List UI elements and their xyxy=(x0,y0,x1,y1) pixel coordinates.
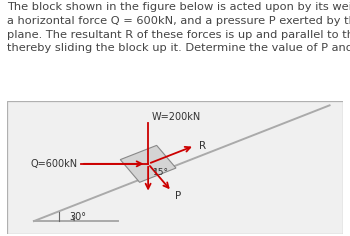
Polygon shape xyxy=(120,145,176,182)
Text: The block shown in the figure below is acted upon by its weight W=200kN,
a horiz: The block shown in the figure below is a… xyxy=(7,2,350,53)
Text: W=200kN: W=200kN xyxy=(152,112,201,122)
Text: R: R xyxy=(199,141,206,151)
Text: 30°: 30° xyxy=(69,212,86,222)
Text: P: P xyxy=(175,191,181,202)
Text: Q=600kN: Q=600kN xyxy=(30,159,78,169)
Text: 15°: 15° xyxy=(153,168,169,177)
FancyBboxPatch shape xyxy=(7,101,343,234)
